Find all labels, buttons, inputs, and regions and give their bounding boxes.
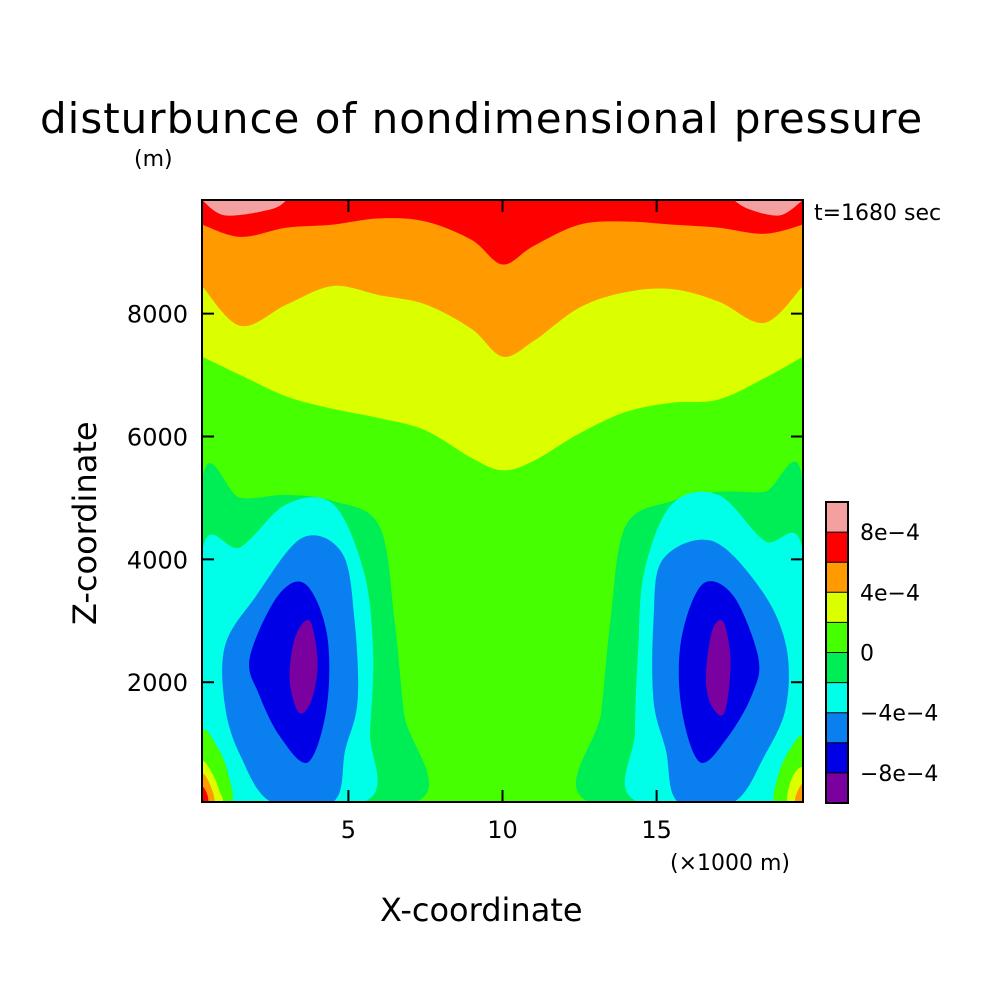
colorbar-tick-label: −8e−4 <box>860 762 938 787</box>
colorbar-swatch <box>826 562 848 593</box>
contour-band-13 <box>289 619 318 714</box>
colorbar-tick-label: 8e−4 <box>860 521 920 546</box>
colorbar-swatch <box>826 622 848 653</box>
contour-bands <box>202 200 803 802</box>
chart-title: disturbunce of nondimensional pressure <box>40 94 923 143</box>
time-label: t=1680 sec <box>814 201 941 226</box>
y-tick-label: 8000 <box>127 301 188 329</box>
x-tick-label: 15 <box>641 816 672 844</box>
colorbar-swatch <box>826 652 848 683</box>
contour-band-4 <box>723 200 803 216</box>
contour-band-3 <box>202 200 297 216</box>
colorbar-swatch <box>826 772 848 803</box>
colorbar-swatch <box>826 592 848 623</box>
colorbar-tick-label: −4e−4 <box>860 702 938 727</box>
colorbar-swatch <box>826 742 848 773</box>
x-unit-label: (×1000 m) <box>670 851 790 876</box>
contour-band-21 <box>794 783 803 802</box>
y-tick-label: 6000 <box>127 424 188 452</box>
x-axis-label: X-coordinate <box>380 891 583 929</box>
x-tick-label: 5 <box>341 816 356 844</box>
colorbar-frame <box>825 501 849 804</box>
contour-band-18 <box>202 786 209 802</box>
contour-band-2 <box>202 200 803 265</box>
y-tick-label: 4000 <box>127 546 188 574</box>
y-unit-label: (m) <box>134 147 173 172</box>
y-axis: 2000 4000 6000 8000 <box>127 301 803 697</box>
colorbar-tick-label: 0 <box>860 642 874 667</box>
contour-band-14 <box>705 619 731 716</box>
colorbar-swatch <box>826 682 848 713</box>
colorbar-tick-label: 4e−4 <box>860 581 920 606</box>
contour-band-1 <box>202 200 803 357</box>
y-tick-label: 2000 <box>127 669 188 697</box>
plot-area <box>202 200 803 802</box>
x-tick-label: 10 <box>487 816 518 844</box>
y-axis-label: Z-coordinate <box>66 421 104 625</box>
colorbar-swatch <box>826 532 848 563</box>
colorbar: −8e−4 −4e−4 0 4e−4 8e−4 <box>825 501 938 804</box>
colorbar-swatch <box>826 502 848 533</box>
colorbar-swatch <box>826 712 848 743</box>
x-axis: 5 10 15 <box>341 200 672 844</box>
